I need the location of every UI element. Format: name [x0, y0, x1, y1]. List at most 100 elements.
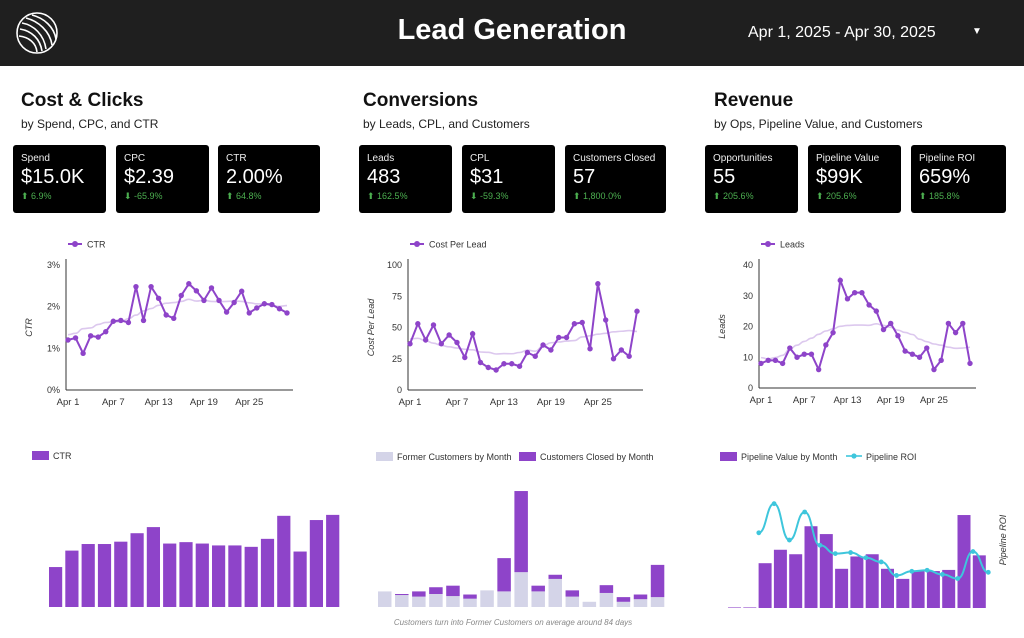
pipeline-combo-chart-bar: [881, 568, 894, 608]
customers-bar-chart-bar-closed: [446, 585, 460, 597]
cpl-line-chart-x-tick: Apr 19: [537, 397, 565, 408]
cpl-line-chart-data-point: [485, 364, 491, 371]
pipeline-combo-chart-roi-point: [802, 509, 808, 515]
pipeline-combo-chart-bar: [758, 563, 772, 608]
customers-bar-chart-bar-former: [412, 596, 426, 607]
kpi-card-opportunities: Opportunities 55 ⬆ 205.6%: [705, 145, 798, 213]
leads-line-chart-data-point: [815, 366, 822, 373]
chevron-down-icon[interactable]: ▼: [972, 26, 982, 37]
ctr-bar-chart-bar: [163, 543, 177, 607]
ctr-bar-chart-bar: [326, 514, 340, 607]
ctr-bar-chart-legend-swatch: [32, 451, 49, 460]
pipeline-combo-chart-y-label: Pipeline ROI: [998, 514, 1008, 565]
customers-bar-chart-bar-closed: [463, 594, 477, 599]
leads-line-chart-data-point: [758, 360, 764, 367]
customers-bar-chart-bar-closed: [650, 564, 665, 598]
customers-bar-chart-bar-closed: [514, 491, 528, 573]
ctr-line-chart-data-point: [246, 310, 252, 316]
date-range-selector[interactable]: Apr 1, 2025 - Apr 30, 2025: [748, 24, 936, 41]
ctr-bar-chart-bar: [228, 545, 242, 607]
cpl-line-chart-x-tick: Apr 1: [399, 397, 422, 408]
ctr-line-chart-data-point: [163, 312, 169, 318]
ctr-bar-chart-bar: [244, 546, 258, 607]
ctr-bar-chart-bar: [212, 545, 226, 607]
ctr-line-chart-data-point: [201, 297, 207, 304]
leads-line-chart-y-tick: 40: [743, 260, 753, 270]
leads-line-chart-trend-line: [760, 323, 971, 360]
customers-bar-chart-bar-former: [582, 601, 597, 607]
pipeline-combo-chart-roi-point: [985, 569, 991, 575]
cpl-line-chart-data-point: [509, 361, 515, 367]
cpl-line-chart-y-tick: 100: [387, 260, 402, 270]
cpl-line-chart-legend-label: Cost Per Lead: [429, 240, 487, 250]
section-title-revenue: Revenue: [714, 90, 794, 111]
pipeline-combo-chart-legend-label-roi: Pipeline ROI: [866, 452, 917, 462]
ctr-line-chart-data-point: [276, 306, 283, 312]
pipeline-combo-chart-bar: [789, 554, 803, 608]
customers-bar-chart-bar-closed: [497, 558, 511, 592]
cpl-line-chart-data-point: [587, 346, 593, 352]
pipeline-combo-chart-bar: [804, 526, 818, 608]
cpl-line-chart-data-point: [634, 308, 640, 314]
customers-bar-chart-note: Customers turn into Former Customers on …: [394, 618, 632, 627]
leads-line-chart-data-point: [830, 329, 836, 336]
pipeline-combo-chart-bar: [957, 515, 971, 608]
customers-bar-chart-bar-closed: [548, 574, 562, 579]
cpl-line-chart-data-point: [595, 281, 601, 287]
cpl-line-chart-data-point: [548, 347, 554, 353]
cpl-line-chart-data-point: [462, 354, 468, 361]
section-subtitle-cost: by Spend, CPC, and CTR: [21, 117, 159, 131]
ctr-line-chart-data-point: [110, 318, 117, 324]
kpi-card-pipeline-value: Pipeline Value $99K ⬆ 205.6%: [808, 145, 901, 213]
customers-bar-chart-bar-closed: [633, 594, 648, 600]
ctr-bar-chart-bar: [260, 538, 275, 607]
customers-bar-chart-legend-swatch-closed: [519, 452, 536, 461]
customers-bar-chart-bar-former: [378, 591, 392, 607]
leads-line-chart-data-point: [967, 360, 973, 367]
customers-bar-chart-bar-former: [429, 594, 443, 607]
leads-line-chart-y-tick: 30: [743, 291, 753, 301]
kpi-card-ctr: CTR 2.00% ⬆ 64.8%: [218, 145, 320, 213]
cpl-line-chart-data-point: [454, 339, 460, 346]
leads-line-chart-x-tick: Apr 25: [920, 395, 948, 406]
pipeline-combo-chart-roi-point: [863, 555, 869, 561]
customers-bar-chart-bar-closed: [531, 585, 545, 592]
ctr-line-chart-data-point: [72, 335, 79, 341]
ctr-line-chart-data-point: [65, 337, 71, 343]
ctr-line-chart-y-tick: 1%: [47, 343, 60, 353]
pipeline-combo-chart-bar: [850, 556, 864, 608]
customers-bar-chart-legend-swatch-former: [376, 452, 393, 461]
cpl-line-chart-data-point: [407, 341, 413, 347]
leads-line-chart-data-point: [880, 326, 887, 333]
cpl-line-chart-data-point: [610, 356, 617, 362]
ctr-line-chart-data-point: [216, 297, 222, 304]
cpl-line-chart-x-tick: Apr 13: [490, 397, 518, 408]
ctr-line-chart-data-point: [80, 350, 86, 357]
pipeline-combo-chart-bar: [926, 571, 940, 608]
leads-line-chart-data-point: [801, 351, 807, 357]
ctr-line-chart-data-point: [103, 328, 109, 335]
cpl-line-chart-data-point: [579, 319, 585, 326]
cpl-line-chart-data-point: [438, 341, 445, 347]
ctr-bar-chart-legend-label: CTR: [53, 451, 72, 461]
cpl-line-chart-trend-line: [409, 329, 638, 355]
leads-line-chart-x-tick: Apr 19: [877, 395, 905, 406]
customers-bar-chart-bar-closed: [565, 590, 580, 597]
cpl-line-chart-data-point: [430, 322, 437, 328]
ctr-line-chart-data-point: [178, 292, 184, 299]
leads-line-chart-data-point: [938, 357, 944, 364]
customers-bar-chart-bar-former: [463, 598, 477, 607]
ctr-line-chart-x-tick: Apr 19: [190, 397, 218, 408]
ctr-bar-chart-bar: [81, 544, 95, 607]
section-subtitle-revenue: by Ops, Pipeline Value, and Customers: [714, 117, 923, 131]
pipeline-combo-chart-roi-point: [940, 572, 945, 577]
leads-line-chart-data-point: [859, 289, 865, 296]
header-bar: Lead Generation Apr 1, 2025 - Apr 30, 20…: [0, 0, 1024, 66]
leads-line-chart-data-point: [823, 342, 829, 348]
cpl-line-chart-y-tick: 75: [392, 291, 402, 301]
ctr-line-chart-x-tick: Apr 7: [102, 397, 125, 408]
leads-line-chart-data-point: [888, 320, 894, 327]
leads-line-chart-legend-marker: [765, 241, 771, 247]
pipeline-combo-chart-bar: [743, 607, 757, 608]
ctr-line-chart-data-point: [171, 315, 177, 322]
